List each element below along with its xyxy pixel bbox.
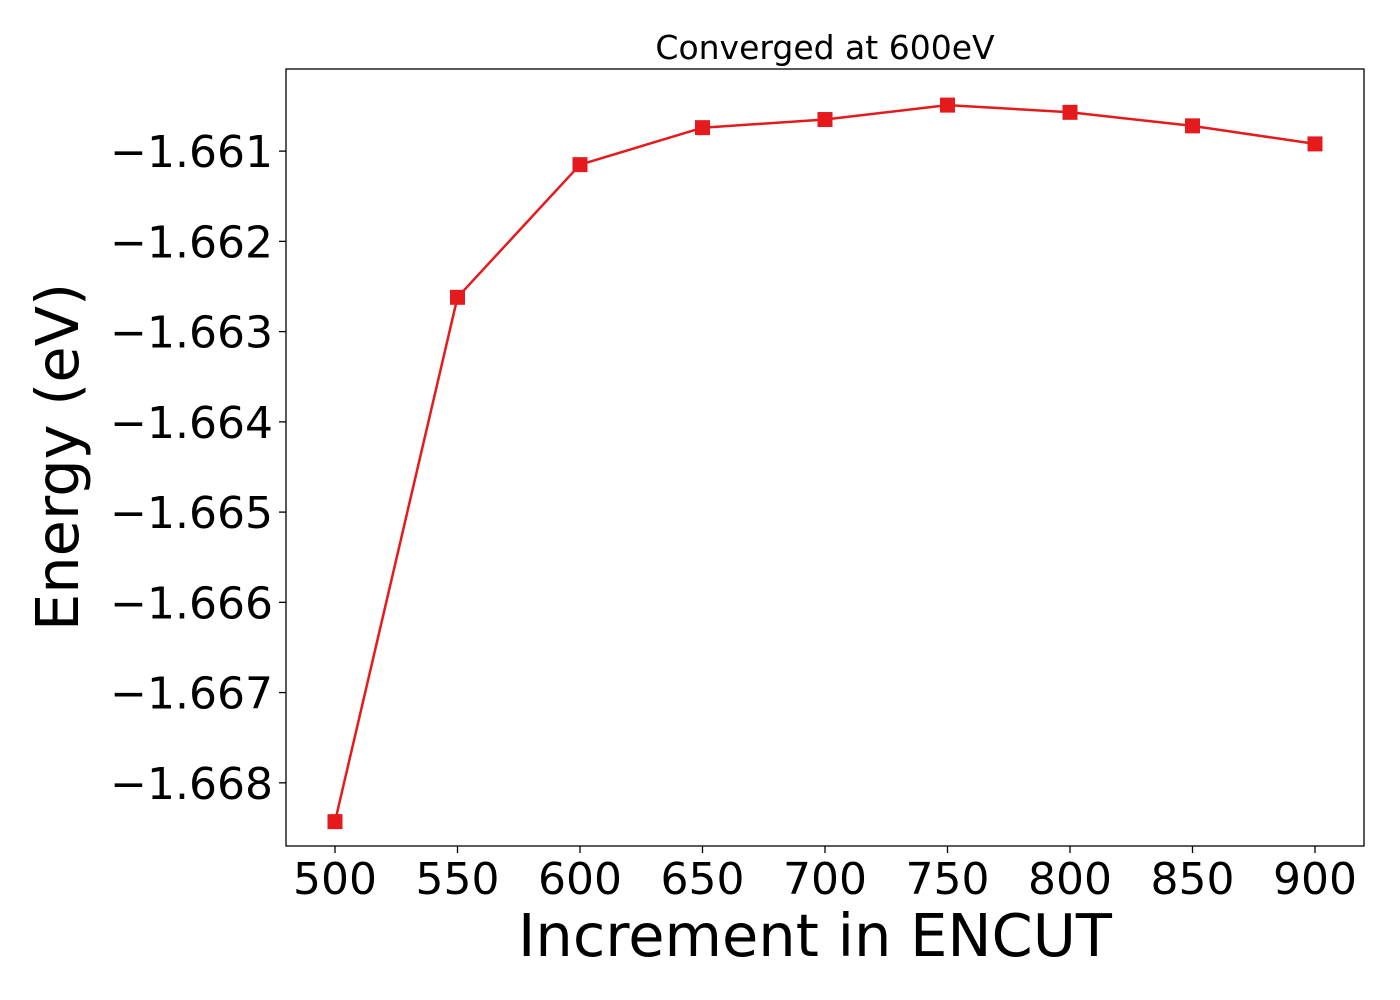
- y-tick-label: −1.668: [110, 759, 273, 810]
- data-point-marker: [1062, 104, 1078, 120]
- x-tick-label: 700: [783, 854, 867, 905]
- data-point-marker: [327, 814, 343, 830]
- y-tick-label: −1.665: [110, 488, 273, 539]
- ticks-layer: 500 550 600 650 700 750 800 850 900 −1.668 −1.667 −…: [110, 127, 1357, 905]
- x-tick-label: 900: [1273, 854, 1357, 905]
- x-axis-title: Increment in ENCUT: [518, 901, 1113, 970]
- x-tick-label: 750: [906, 854, 990, 905]
- y-tick-label: −1.663: [110, 308, 273, 359]
- y-tick-label: −1.661: [110, 127, 273, 178]
- x-tick-label: 650: [661, 854, 745, 905]
- y-axis-title: Energy (eV): [23, 283, 92, 631]
- y-tick-label: −1.667: [110, 669, 273, 720]
- x-tick-label: 550: [416, 854, 500, 905]
- chart-title: Converged at 600eV: [655, 28, 995, 67]
- data-point-marker: [572, 157, 588, 173]
- y-tick-label: −1.664: [110, 398, 273, 449]
- plot-frame: [285, 68, 1365, 847]
- data-point-marker: [1185, 118, 1200, 134]
- x-tick-label: 600: [538, 854, 622, 905]
- y-tick-label: −1.666: [110, 578, 273, 629]
- data-point-marker: [1307, 136, 1323, 152]
- data-point-marker: [695, 120, 710, 136]
- x-tick-label: 800: [1028, 854, 1112, 905]
- data-point-marker: [450, 289, 465, 305]
- data-point-marker: [817, 112, 833, 128]
- data-point-marker: [940, 97, 955, 113]
- x-tick-label: 500: [293, 854, 377, 905]
- x-tick-label: 850: [1151, 854, 1235, 905]
- y-tick-label: −1.662: [110, 217, 273, 268]
- series-layer: [327, 97, 1323, 830]
